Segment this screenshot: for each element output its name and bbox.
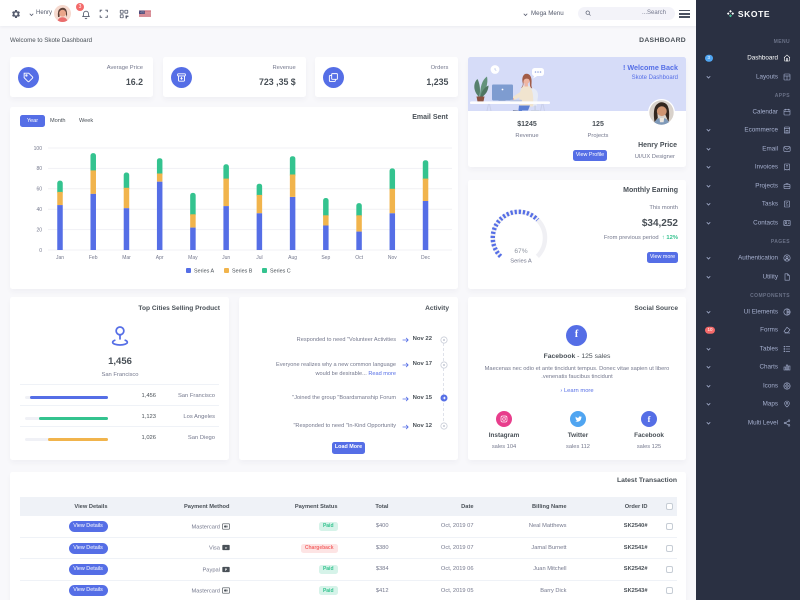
svg-text:Feb: Feb — [89, 255, 98, 261]
svg-text:60: 60 — [36, 187, 42, 193]
svg-text:Nov: Nov — [388, 255, 397, 261]
svg-text:Apr: Apr — [156, 255, 164, 261]
svg-text:20: 20 — [36, 227, 42, 233]
svg-text:67%: 67% — [514, 248, 527, 255]
svg-text:May: May — [188, 255, 198, 261]
svg-text:80: 80 — [36, 166, 42, 172]
svg-text:Series B: Series B — [232, 269, 253, 275]
svg-text:100: 100 — [34, 146, 43, 152]
svg-text:Oct: Oct — [355, 255, 363, 261]
svg-text:0: 0 — [39, 248, 42, 254]
svg-text:P: P — [224, 568, 227, 572]
svg-text:Jan: Jan — [56, 255, 64, 261]
svg-text:Series A: Series A — [194, 269, 214, 275]
svg-text:Series C: Series C — [270, 269, 291, 275]
svg-text:Jul: Jul — [256, 255, 262, 261]
svg-text:Series A: Series A — [510, 259, 532, 265]
svg-text:Jun: Jun — [222, 255, 230, 261]
svg-text:V: V — [224, 546, 227, 550]
svg-text:Aug: Aug — [288, 255, 297, 261]
svg-text:Sep: Sep — [321, 255, 330, 261]
svg-text:Dec: Dec — [421, 255, 430, 261]
svg-text:40: 40 — [36, 207, 42, 213]
svg-text:Mar: Mar — [122, 255, 131, 261]
